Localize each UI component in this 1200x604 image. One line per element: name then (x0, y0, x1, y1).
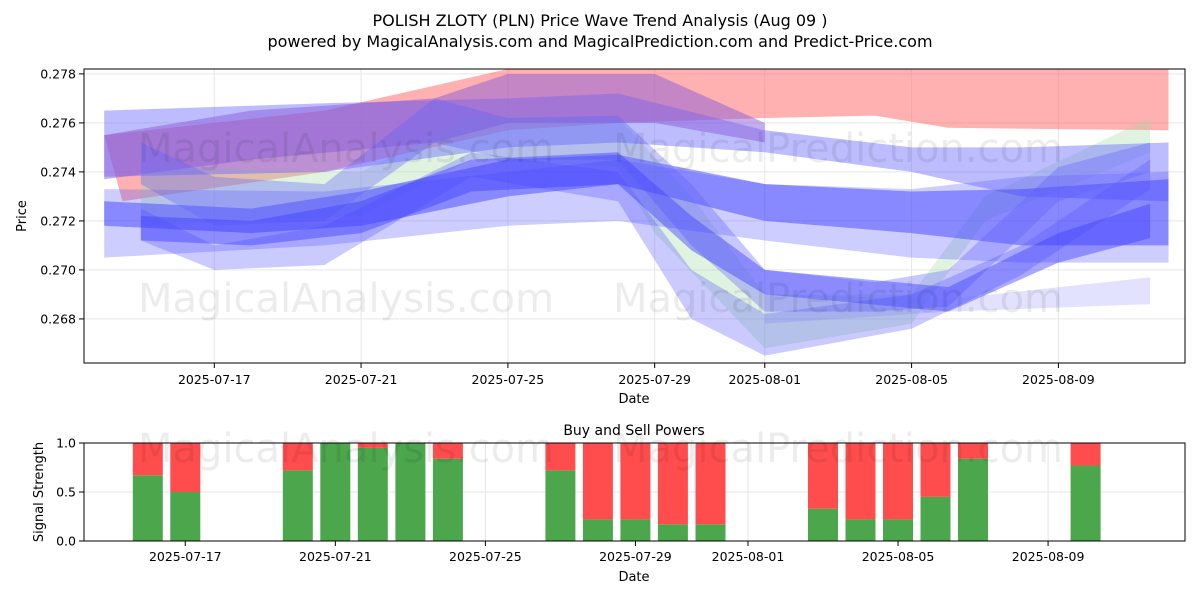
buy-sell-y-tick-label: 0.0 (56, 534, 76, 549)
buy-bar (845, 519, 876, 541)
sell-bar (695, 443, 726, 525)
sell-bar (657, 443, 688, 525)
buy-bar (958, 458, 988, 541)
sell-bar (883, 443, 913, 520)
price-panel: MagicalAnalysis.com MagicalPrediction.co… (15, 66, 1186, 407)
buy-bar (620, 519, 651, 541)
buy-bar (132, 475, 163, 541)
buy-bar (320, 443, 351, 541)
watermark-prediction-bottom: MagicalPrediction.com (613, 426, 1063, 472)
buy-bar (170, 492, 201, 541)
buy-sell-x-tick-label: 2025-07-25 (449, 549, 522, 564)
buy-sell-x-axis-label: Date (618, 570, 649, 585)
chart-title: POLISH ZLOTY (PLN) Price Wave Trend Anal… (372, 11, 827, 30)
price-x-tick-label: 2025-07-17 (178, 372, 251, 387)
sell-bar (132, 443, 163, 476)
price-wave-band-9 (140, 152, 1151, 312)
buy-bar (920, 496, 951, 541)
price-wave-band-1 (104, 69, 1169, 202)
price-wave-band-4 (104, 73, 765, 180)
price-y-axis-label: Price (15, 200, 30, 232)
buy-bar (657, 524, 688, 541)
price-x-tick-label: 2025-07-25 (472, 372, 545, 387)
price-y-tick-label: 0.278 (40, 66, 76, 81)
buy-bar (695, 524, 726, 541)
buy-sell-x-tick-label: 2025-08-09 (1012, 549, 1085, 564)
buy-sell-x-tick-label: 2025-07-17 (149, 549, 222, 564)
watermark-analysis-mid: MagicalAnalysis.com (138, 276, 554, 322)
price-y-ticks: 0.268 0.270 0.272 0.274 0.276 0.278 (40, 66, 84, 326)
sell-bar (1070, 443, 1101, 466)
buy-bar (808, 508, 838, 541)
sell-bar (432, 443, 463, 459)
buy-bar (357, 447, 388, 541)
sell-bar (170, 443, 201, 492)
price-y-tick-label: 0.270 (40, 262, 76, 277)
price-y-tick-label: 0.272 (40, 213, 76, 228)
price-y-tick-label: 0.274 (40, 164, 76, 179)
buy-sell-y-tick-label: 1.0 (56, 436, 76, 451)
watermark-analysis-top: MagicalAnalysis.com (138, 126, 554, 172)
buy-sell-y-tick-label: 0.5 (56, 485, 76, 500)
watermark-prediction-top: MagicalPrediction.com (613, 126, 1063, 172)
price-x-tick-label: 2025-08-05 (875, 372, 948, 387)
price-wave-band-7 (140, 98, 1151, 312)
buy-sell-x-tick-label: 2025-08-05 (862, 549, 935, 564)
buy-bar (432, 458, 463, 541)
buy-sell-x-tick-label: 2025-07-21 (299, 549, 372, 564)
sell-bar (958, 443, 988, 459)
price-wave-band-2 (140, 115, 1151, 349)
buy-sell-x-ticks: 2025-07-17 2025-07-21 2025-07-25 2025-07-29… (149, 541, 1084, 564)
buy-sell-x-tick-label: 2025-07-29 (599, 549, 672, 564)
price-x-tick-label: 2025-08-09 (1022, 372, 1095, 387)
price-axes-frame (83, 68, 1186, 364)
buy-sell-title: Buy and Sell Powers (563, 423, 704, 439)
sell-bar (808, 443, 838, 509)
buy-bar (282, 470, 313, 541)
buy-sell-bars (132, 443, 1101, 541)
price-wave-band-5 (104, 159, 1169, 263)
price-wave-band-6 (104, 154, 1169, 246)
sell-bar (920, 443, 951, 497)
buy-bar (395, 443, 426, 541)
buy-bar (883, 519, 913, 541)
sell-bar (582, 443, 613, 520)
buy-bar (545, 470, 576, 541)
watermark-prediction-mid: MagicalPrediction.com (613, 276, 1063, 322)
price-wave-bands (104, 69, 1169, 356)
price-wave-band-10 (764, 277, 1151, 324)
price-wave-band-8 (140, 152, 1151, 356)
buy-bar (1070, 465, 1101, 541)
buy-sell-x-tick-label: 2025-08-01 (712, 549, 785, 564)
price-x-tick-label: 2025-07-29 (618, 372, 691, 387)
sell-bar (282, 443, 313, 471)
buy-sell-panel: Buy and Sell Powers MagicalAnalysis.com … (32, 423, 1186, 585)
price-x-ticks: 2025-07-17 2025-07-21 2025-07-25 2025-07-29… (178, 363, 1095, 387)
price-y-tick-label: 0.276 (40, 115, 76, 130)
buy-sell-y-ticks: 0.0 0.5 1.0 (56, 436, 84, 549)
sell-bar (620, 443, 651, 520)
sell-bar (357, 443, 388, 448)
buy-bar (582, 519, 613, 541)
price-y-tick-label: 0.268 (40, 311, 76, 326)
chart-subtitle: powered by MagicalAnalysis.com and Magic… (267, 32, 932, 51)
sell-bar (845, 443, 876, 520)
watermark-analysis-bottom: MagicalAnalysis.com (138, 426, 554, 472)
price-x-tick-label: 2025-07-21 (325, 372, 398, 387)
price-x-tick-label: 2025-08-01 (728, 372, 801, 387)
sell-bar (545, 443, 576, 471)
buy-sell-y-axis-label: Signal Strength (32, 442, 47, 542)
price-x-axis-label: Date (618, 392, 649, 407)
